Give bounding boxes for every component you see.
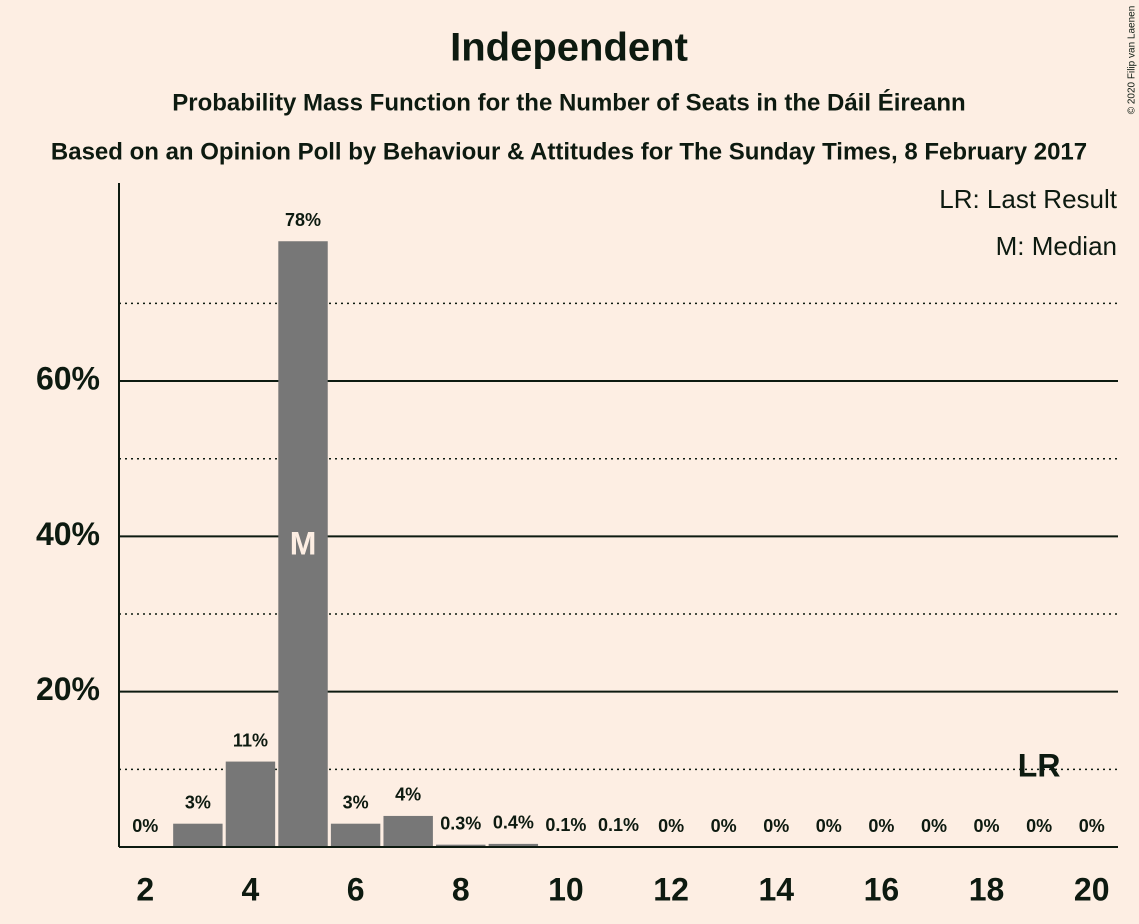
x-tick-label: 8: [452, 871, 470, 907]
value-label: 0%: [974, 816, 1000, 836]
x-tick-label: 16: [864, 871, 900, 907]
chart-subtitle: Based on an Opinion Poll by Behaviour & …: [51, 138, 1087, 165]
x-tick-label: 14: [758, 871, 794, 907]
value-label: 0%: [763, 816, 789, 836]
value-label: 0.3%: [440, 813, 481, 833]
bar: [225, 761, 276, 847]
x-tick-label: 18: [969, 871, 1005, 907]
value-label: 0%: [921, 816, 947, 836]
bar: [173, 823, 223, 847]
value-label: 0%: [868, 816, 894, 836]
value-label: 0%: [1026, 816, 1052, 836]
value-label: 3%: [185, 792, 211, 812]
x-tick-label: 20: [1074, 871, 1110, 907]
bar: [278, 241, 328, 848]
value-label: 0%: [816, 816, 842, 836]
value-label: 0.1%: [545, 815, 586, 835]
value-label: 0%: [711, 816, 737, 836]
y-tick-label: 20%: [36, 671, 100, 707]
x-tick-label: 10: [548, 871, 584, 907]
chart-subtitle: Probability Mass Function for the Number…: [172, 88, 965, 116]
x-tick-label: 4: [242, 871, 260, 907]
value-label: 0.1%: [598, 815, 639, 835]
value-label: 11%: [233, 730, 268, 750]
x-tick-label: 12: [653, 871, 689, 907]
bar: [436, 844, 486, 847]
value-label: 4%: [395, 785, 421, 805]
legend-entry: LR: Last Result: [939, 184, 1118, 214]
value-label: 3%: [343, 792, 369, 812]
y-tick-label: 60%: [36, 360, 100, 396]
y-tick-label: 40%: [36, 516, 100, 552]
bar: [383, 815, 433, 847]
value-label: 78%: [285, 210, 321, 230]
value-label: 0.4%: [493, 813, 534, 833]
legend-entry: M: Median: [996, 231, 1117, 261]
value-label: 0%: [658, 816, 684, 836]
x-tick-label: 6: [347, 871, 365, 907]
chart-title: Independent: [450, 26, 688, 70]
copyright: © 2020 Filip van Laenen: [1127, 6, 1138, 115]
bar: [330, 823, 381, 847]
value-label: 0%: [1079, 816, 1105, 836]
value-label: 0%: [132, 816, 158, 836]
last-result-marker: LR: [1018, 747, 1061, 783]
bar: [488, 843, 539, 847]
median-marker: M: [290, 525, 317, 561]
x-tick-label: 2: [136, 871, 154, 907]
